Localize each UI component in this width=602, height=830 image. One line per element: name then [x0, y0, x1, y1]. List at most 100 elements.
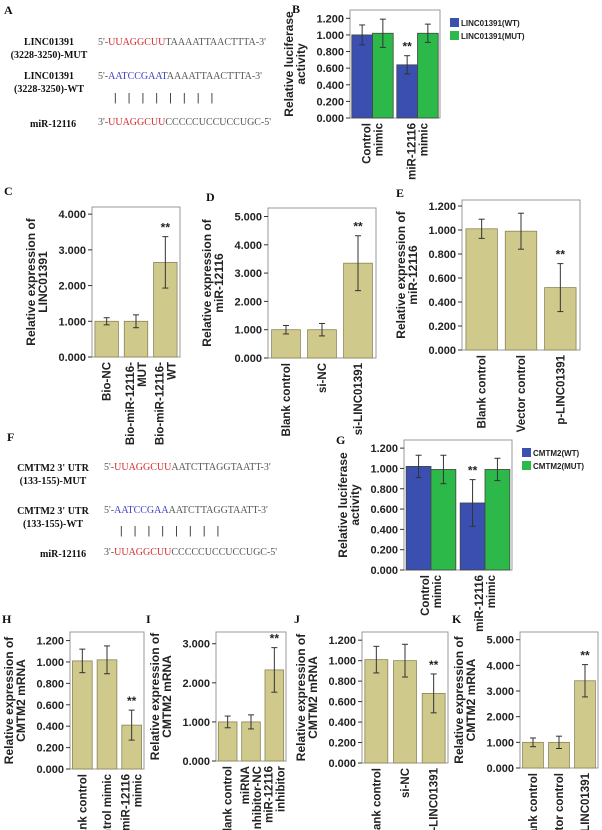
seq-binding-site: AATCCGAAT	[108, 71, 167, 82]
text-line: Control mimic	[102, 773, 114, 830]
x-category-label: Vector control	[554, 773, 566, 830]
y-tick-label: 1.200	[316, 13, 344, 25]
y-tick-label: 0.800	[370, 484, 398, 496]
y-tick-label: 0.600	[328, 697, 356, 709]
y-tick-label: 1.000	[36, 657, 64, 669]
text-line: si-NC	[317, 363, 329, 393]
seq-name-mir: miR-12116	[40, 549, 87, 560]
chart-e: 0.000 0.200 0.400 0.600 0.800 1.000 1.200 Relat…	[394, 199, 581, 432]
y-tick-label: 0.600	[316, 63, 344, 75]
y-tick-label: 1.200	[36, 636, 64, 648]
text-line: inhibitor-NC	[252, 766, 264, 830]
seq-name-mir: miR-12116	[30, 119, 77, 130]
y-tick-label: 0.000	[370, 565, 398, 577]
y-tick-label: 0.000	[234, 353, 262, 365]
y-tick-label: 0.000	[182, 756, 210, 768]
seq-prefix: 5'-	[104, 505, 115, 516]
y-tick-label: 0.200	[36, 743, 64, 755]
chart-i: 0.000 1.000 2.000 3.000 Relative expression …	[148, 631, 287, 830]
text-line: MUT	[137, 362, 149, 387]
x-category-label: Blank control	[77, 774, 89, 830]
text-line: mimic	[486, 574, 498, 608]
seq-name-line: (133-155)-MUT	[19, 476, 87, 487]
plot-frame	[403, 439, 513, 571]
panel-label-b: B	[292, 2, 301, 16]
bar	[430, 469, 457, 571]
panel-label-g: G	[336, 433, 346, 447]
text-line: miR-12116	[474, 575, 486, 632]
text-line: miR-12116	[121, 774, 133, 830]
text-line: p-LINC01391	[580, 772, 592, 830]
y-tick-label: 1.000	[428, 225, 456, 237]
legend-swatch	[522, 448, 531, 457]
seq-rest: AATCTTAGGTAATT-3'	[168, 505, 268, 516]
text-line: miR-12116	[212, 253, 226, 313]
panel-label-e: E	[396, 186, 405, 200]
y-tick-label: 0.800	[328, 676, 356, 688]
significance-label: **	[161, 221, 171, 235]
significance-label: **	[127, 694, 137, 708]
bar	[405, 466, 432, 571]
y-tick-label: 0.400	[316, 80, 344, 92]
bar	[96, 659, 118, 770]
chart-h: 0.000 0.200 0.400 0.600 0.800 1.000 1.200 Relat…	[2, 631, 145, 830]
y-axis-label: Relative luciferaseactivity	[282, 11, 308, 117]
seq-name-line: CMTM2 3' UTR	[17, 506, 89, 517]
seq-prefix: 5'-	[104, 462, 115, 473]
x-category-label: Controlmimic	[362, 122, 386, 163]
seq-name-wt: LINC01391 (3228-3250)-WT	[4, 70, 94, 96]
panel-label-c: C	[4, 184, 13, 198]
legend-label: CMTM2(MUT)	[533, 462, 584, 471]
legend-swatch	[450, 18, 459, 27]
chart-j: 0.000 0.200 0.400 0.600 0.800 1.000 1.200 Relat…	[294, 631, 449, 830]
text-line: CMTM2 mRNA	[160, 655, 174, 738]
x-category-label: Bio-NC	[102, 362, 114, 401]
y-tick-label: 0.200	[328, 738, 356, 750]
y-tick-label: 1.000	[58, 316, 86, 328]
y-tick-label: 0.000	[58, 352, 86, 364]
x-category-label: si-LINC01391	[353, 362, 365, 435]
y-tick-label: 4.000	[486, 660, 514, 672]
x-category-label: Bio-miR-12116-MUT	[125, 362, 149, 445]
text-line: Blank control	[371, 768, 383, 830]
text-line: Vector control	[554, 773, 566, 830]
seq-name-line: (133-155)-WT	[23, 519, 83, 530]
y-tick-label: 1.000	[316, 30, 344, 42]
text-line: miR-12116	[406, 245, 420, 305]
seq-prefix: 5'-	[98, 37, 109, 48]
seq-mutated-site: UUAGGCUU	[114, 462, 172, 473]
x-category-label: si-NC	[400, 768, 412, 798]
y-axis-label: Relative expression ofCMTM2 mRNA	[452, 635, 478, 763]
seq-name-line: (3228-3250)-WT	[14, 84, 84, 95]
y-tick-label: 4.000	[58, 209, 86, 221]
legend-swatch	[450, 31, 459, 40]
chart-g: 0.000 0.200 0.400 0.600 0.800 1.000 1.200 Relat…	[336, 439, 584, 632]
y-tick-label: 1.200	[428, 201, 456, 213]
x-category-label: Blank control	[281, 363, 293, 436]
base-pairing-lines: | | | | | | | |	[112, 93, 216, 105]
y-tick-label: 1.000	[370, 463, 398, 475]
panel-label-j: J	[294, 612, 300, 626]
text-line: miR-12116	[263, 766, 275, 823]
seq-prefix: 3'-	[98, 117, 109, 128]
significance-label: **	[402, 40, 412, 54]
y-tick-label: 0.000	[486, 763, 514, 775]
seq-mutated-site: UUAGGCUU	[108, 37, 166, 48]
y-tick-label: 2.000	[486, 712, 514, 724]
seq-seed: UUAGGCUU	[108, 117, 166, 128]
y-axis-label: Relative expression ofCMTM2 mRNA	[2, 636, 28, 764]
seq-rest: AAAATTAACTTTA-3'	[166, 71, 262, 82]
y-tick-label: 0.000	[316, 113, 344, 125]
text-line: si-LINC01391	[353, 362, 365, 435]
seq-name-line: (3228-3250)-MUT	[10, 50, 88, 61]
y-tick-label: 2.000	[58, 281, 86, 293]
legend-swatch	[522, 461, 531, 470]
x-category-label: si-NC	[317, 363, 329, 393]
plot-frame	[349, 9, 441, 119]
text-line: Control	[420, 575, 432, 616]
text-line: Relative expression of	[200, 218, 214, 346]
panel-label-h: H	[2, 612, 12, 626]
seq-rest: TAAAATTAACTTTA-3'	[165, 37, 266, 48]
bar	[484, 469, 511, 571]
